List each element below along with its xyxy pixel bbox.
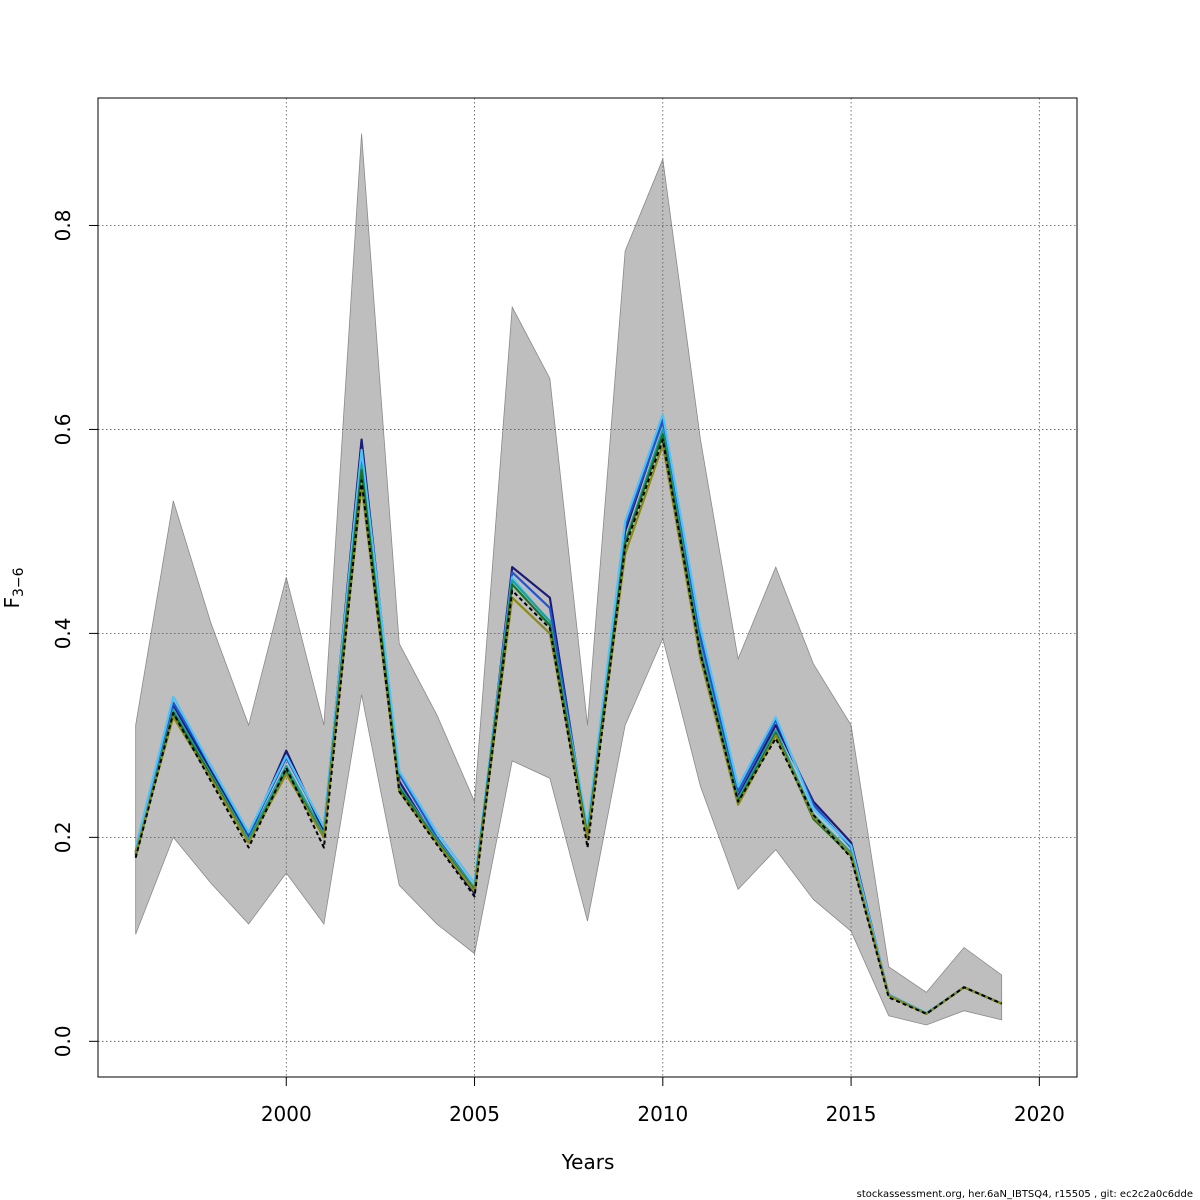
x-tick-label: 2005 — [449, 1102, 500, 1126]
series-line-7 — [134, 438, 1003, 1015]
x-tick-label: 2015 — [826, 1102, 877, 1126]
y-tick-label: 0.8 — [51, 210, 75, 242]
svg-text:F3−6: F3−6 — [0, 567, 27, 608]
plot-frame — [97, 97, 1078, 1078]
y-axis-title: F3−6 — [0, 567, 27, 608]
y-tick-label: 0.4 — [51, 617, 75, 649]
x-tick-label: 2010 — [637, 1102, 688, 1126]
confidence-band — [135, 133, 1003, 1026]
y-tick-label: 0.0 — [51, 1025, 75, 1057]
y-axis-title-subscript: 3−6 — [11, 567, 27, 597]
x-axis-title: Years — [561, 1150, 615, 1174]
axis-layer: 2000 2005 2010 2015 2020 0.0 0.2 0.4 0.6 0.8 — [51, 210, 1065, 1126]
series-layer — [134, 413, 1003, 1015]
grid-layer — [98, 98, 1077, 1077]
y-tick-label: 0.2 — [51, 821, 75, 853]
x-tick-label: 2020 — [1014, 1102, 1065, 1126]
y-tick-label: 0.6 — [51, 414, 75, 446]
footer-credit: stockassessment.org, her.6aN_IBTSQ4, r15… — [857, 1189, 1193, 1200]
y-axis-title-main: F — [0, 597, 24, 609]
x-tick-label: 2000 — [261, 1102, 312, 1126]
confidence-band-layer — [135, 133, 1003, 1026]
